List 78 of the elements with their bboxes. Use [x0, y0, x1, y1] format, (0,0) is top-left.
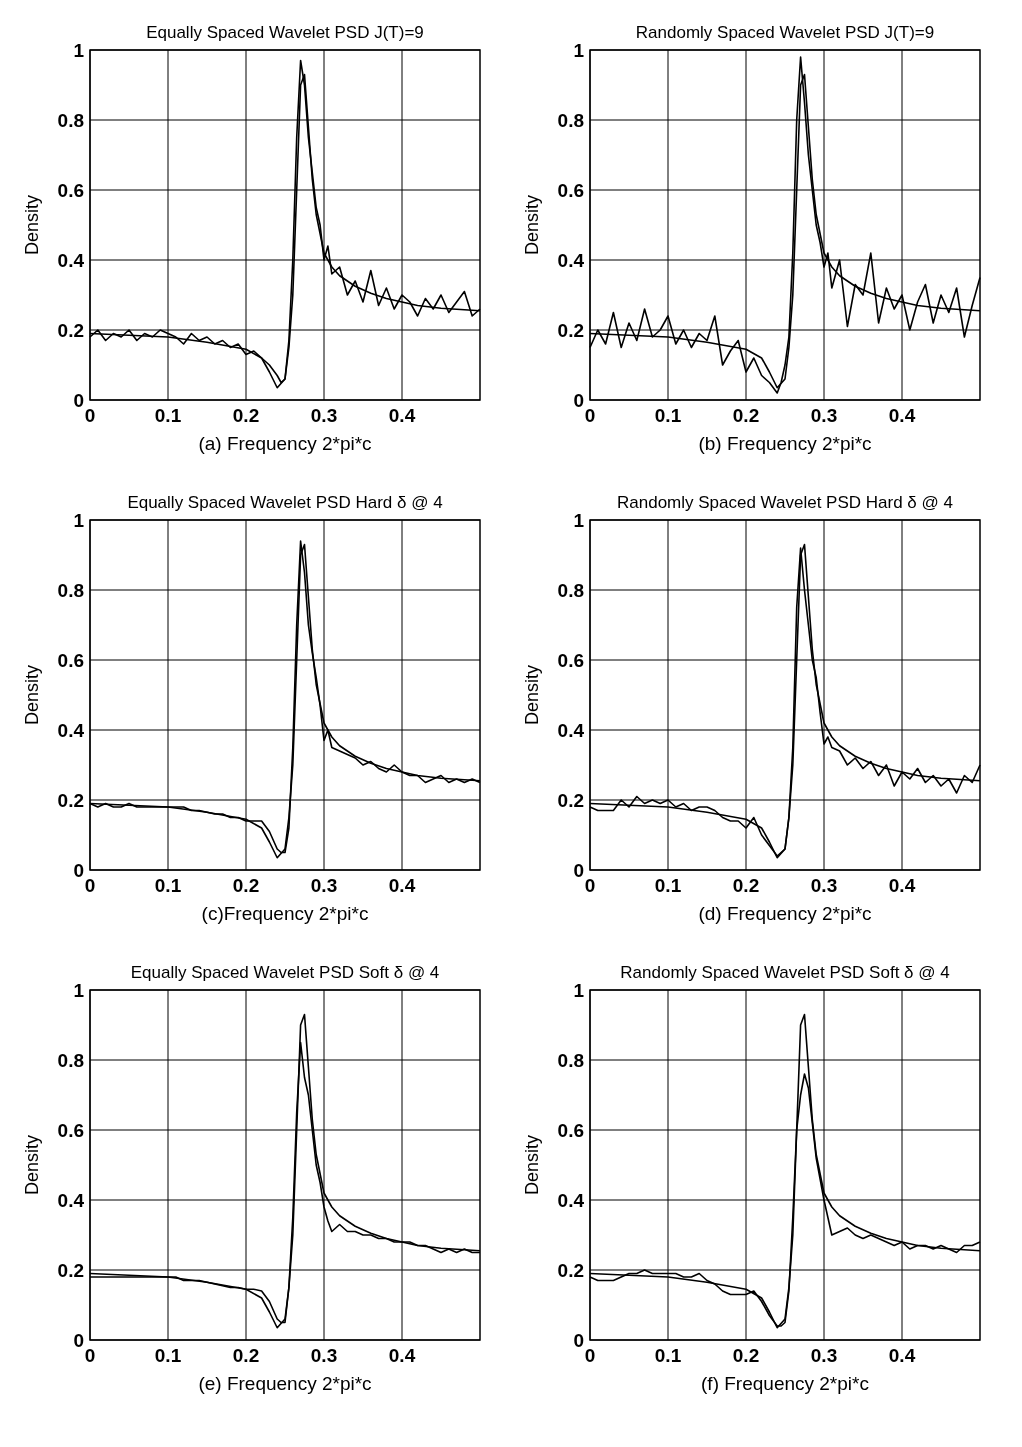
- y-axis-title: Density: [22, 664, 42, 726]
- y-tick-label: 0.4: [557, 720, 585, 741]
- x-tick-label: 0.3: [810, 875, 838, 896]
- chart-title: Equally Spaced Wavelet PSD J(T)=9: [146, 23, 424, 42]
- y-axis-title: Density: [522, 664, 542, 726]
- y-tick-label: 1: [573, 980, 585, 1001]
- y-tick-label: 0.4: [557, 1190, 585, 1211]
- y-tick-label: 0.8: [57, 580, 84, 601]
- y-tick-label: 0: [73, 1330, 84, 1351]
- chart-title: Equally Spaced Wavelet PSD Hard δ @ 4: [127, 493, 443, 512]
- x-tick-label: 0.2: [732, 1345, 760, 1366]
- y-tick-label: 0.8: [557, 110, 584, 131]
- x-tick-label: 0.1: [654, 1345, 682, 1366]
- y-tick-label: 0.2: [557, 320, 584, 341]
- y-tick-label: 0.4: [57, 1190, 85, 1211]
- x-tick-label: 0.1: [654, 875, 682, 896]
- y-tick-label: 0.6: [57, 180, 84, 201]
- x-tick-label: 0.3: [810, 405, 838, 426]
- y-tick-label: 0.8: [57, 1050, 84, 1071]
- chart-title: Randomly Spaced Wavelet PSD Soft δ @ 4: [620, 963, 950, 982]
- y-axis-title: Density: [522, 194, 542, 256]
- x-tick-label: 0.1: [154, 875, 182, 896]
- y-tick-label: 0.4: [557, 250, 585, 271]
- x-tick-label: 0.3: [310, 1345, 338, 1366]
- x-tick-label: 0.2: [732, 875, 760, 896]
- y-axis-title: Density: [22, 194, 42, 256]
- x-tick-label: 0.3: [310, 405, 338, 426]
- x-tick-label: 0.4: [888, 405, 916, 426]
- x-axis-title: (d) Frequency 2*pi*c: [698, 903, 872, 924]
- x-tick-label: 0.4: [388, 875, 416, 896]
- y-tick-label: 0: [573, 860, 584, 881]
- x-tick-label: 0.4: [888, 1345, 916, 1366]
- x-axis-title: (e) Frequency 2*pi*c: [198, 1373, 372, 1394]
- x-tick-label: 0.2: [232, 1345, 260, 1366]
- x-tick-label: 0.2: [232, 875, 260, 896]
- x-tick-label: 0.4: [388, 405, 416, 426]
- y-tick-label: 1: [73, 980, 85, 1001]
- x-axis-title: (a) Frequency 2*pi*c: [198, 433, 372, 454]
- y-axis-title: Density: [22, 1134, 42, 1196]
- chart-title: Equally Spaced Wavelet PSD Soft δ @ 4: [130, 963, 440, 982]
- y-tick-label: 0.6: [557, 180, 584, 201]
- x-axis-title: (f) Frequency 2*pi*c: [701, 1373, 869, 1394]
- y-tick-label: 0.6: [57, 1120, 84, 1141]
- x-axis-title: (c)Frequency 2*pi*c: [201, 903, 369, 924]
- x-tick-label: 0.1: [154, 1345, 182, 1366]
- y-tick-label: 0: [73, 390, 84, 411]
- y-tick-label: 1: [73, 40, 85, 61]
- y-tick-label: 0.4: [57, 720, 85, 741]
- y-tick-label: 0.4: [57, 250, 85, 271]
- y-axis-title: Density: [522, 1134, 542, 1196]
- y-tick-label: 0.6: [557, 1120, 584, 1141]
- y-tick-label: 0.8: [557, 1050, 584, 1071]
- y-tick-label: 0.6: [57, 650, 84, 671]
- x-tick-label: 0.2: [732, 405, 760, 426]
- x-tick-label: 0.1: [654, 405, 682, 426]
- y-tick-label: 0.8: [57, 110, 84, 131]
- x-tick-label: 0.4: [388, 1345, 416, 1366]
- y-tick-label: 0.2: [57, 1260, 84, 1281]
- y-tick-label: 1: [573, 510, 585, 531]
- x-tick-label: 0.1: [154, 405, 182, 426]
- chart-title: Randomly Spaced Wavelet PSD Hard δ @ 4: [616, 493, 954, 512]
- y-tick-label: 0.2: [57, 790, 84, 811]
- y-tick-label: 0.6: [557, 650, 584, 671]
- x-tick-label: 0.4: [888, 875, 916, 896]
- y-tick-label: 0.2: [557, 1260, 584, 1281]
- y-tick-label: 0: [573, 1330, 584, 1351]
- chart-title: Randomly Spaced Wavelet PSD J(T)=9: [635, 23, 935, 42]
- y-tick-label: 1: [573, 40, 585, 61]
- y-tick-label: 0: [573, 390, 584, 411]
- y-tick-label: 0: [73, 860, 84, 881]
- x-tick-label: 0.3: [310, 875, 338, 896]
- y-tick-label: 0.2: [557, 790, 584, 811]
- x-axis-title: (b) Frequency 2*pi*c: [698, 433, 872, 454]
- y-tick-label: 1: [73, 510, 85, 531]
- x-tick-label: 0.2: [232, 405, 260, 426]
- y-tick-label: 0.8: [557, 580, 584, 601]
- y-tick-label: 0.2: [57, 320, 84, 341]
- x-tick-label: 0.3: [810, 1345, 838, 1366]
